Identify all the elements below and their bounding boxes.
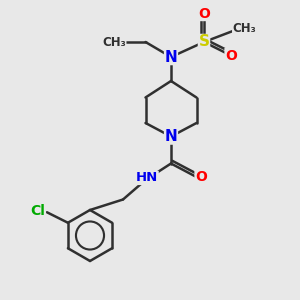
Text: HN: HN — [136, 171, 158, 184]
Text: O: O — [225, 49, 237, 62]
Text: S: S — [199, 34, 209, 50]
Text: O: O — [198, 7, 210, 20]
Text: N: N — [165, 129, 177, 144]
Text: Cl: Cl — [31, 204, 45, 218]
Text: CH₃: CH₃ — [232, 22, 256, 35]
Text: N: N — [165, 50, 177, 64]
Text: O: O — [195, 170, 207, 184]
Text: CH₃: CH₃ — [102, 35, 126, 49]
